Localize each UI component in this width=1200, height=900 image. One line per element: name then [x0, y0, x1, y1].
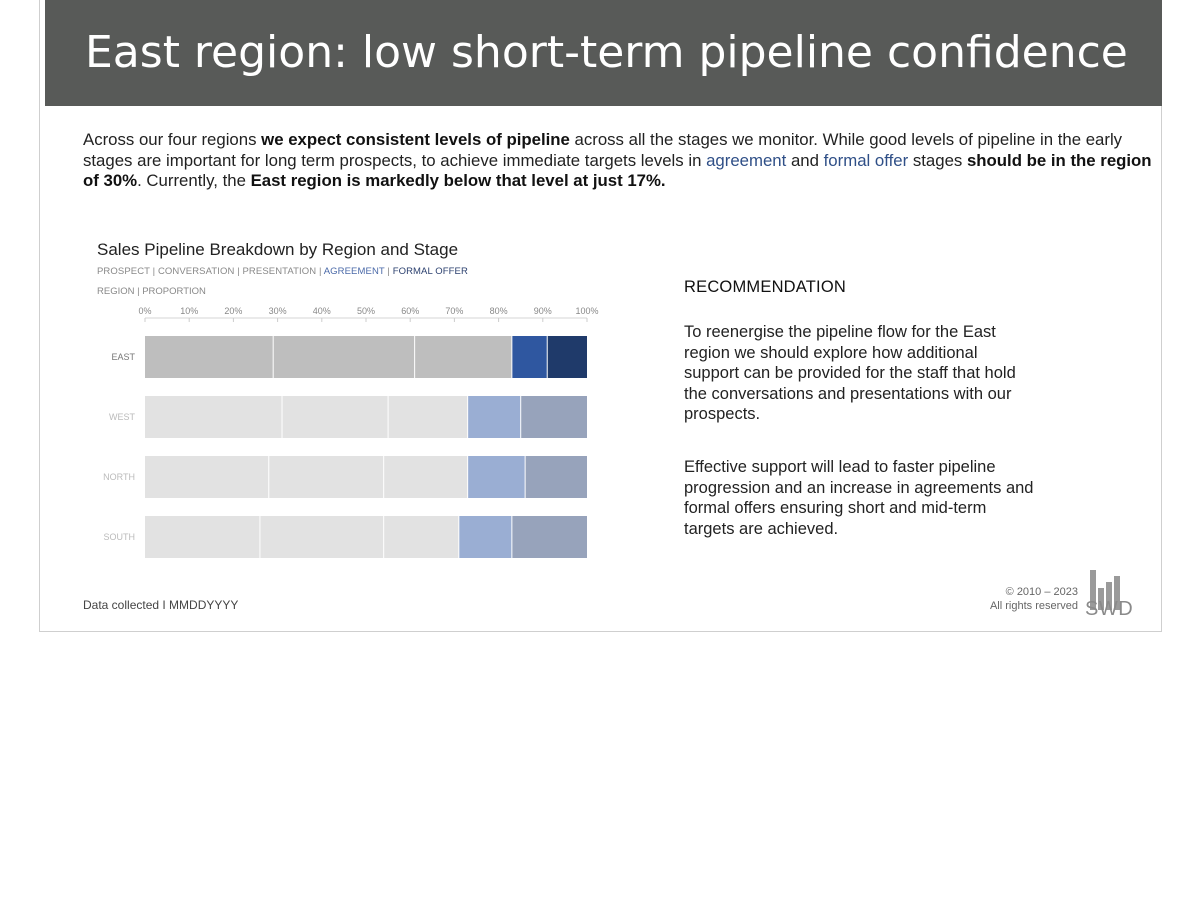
x-tick-label: 50%	[357, 306, 375, 316]
intro-formal-offer: formal offer	[823, 150, 909, 170]
legend-presentation: PRESENTATION	[242, 266, 317, 277]
intro-agreement: agreement	[706, 150, 787, 170]
legend-sep: |	[149, 266, 158, 277]
region-label: SOUTH	[104, 532, 136, 542]
bar-segment	[520, 396, 587, 438]
bar-segment	[511, 516, 587, 558]
intro-text-2: across all the stages we monitor. While …	[83, 130, 1123, 170]
region-label: EAST	[111, 352, 135, 362]
pipeline-chart: 0% 10% 20% 30% 40% 50% 60% 70% 80% 90% 100% EAST WES…	[103, 306, 599, 558]
slide: East region: low short-term pipeline con…	[39, 0, 1162, 632]
x-tick-label: 80%	[490, 306, 508, 316]
copyright-line-2: All rights reserved	[989, 600, 1078, 612]
legend-prospect: PROSPECT	[97, 266, 150, 277]
x-tick-label: 10%	[180, 306, 198, 316]
bar-segment	[525, 456, 587, 498]
x-tick-label: 60%	[401, 306, 419, 316]
bar-segment	[547, 336, 587, 378]
bar-segment	[458, 516, 512, 558]
recommendation-paragraph-1: To reenergise the pipeline flow for the …	[684, 323, 1016, 423]
x-tick-label: 20%	[224, 306, 242, 316]
data-collected-note: Data collected I MMDDYYYY	[83, 598, 239, 612]
bar-segment	[467, 396, 521, 438]
legend-formal-offer: FORMAL OFFER	[392, 266, 468, 277]
copyright-line-1: © 2010 – 2023	[1005, 586, 1078, 598]
copyright: © 2010 – 2023 All rights reserved	[940, 585, 1078, 613]
x-tick-label: 100%	[575, 306, 598, 316]
x-tick-label: 40%	[313, 306, 331, 316]
bar-segment	[388, 396, 468, 438]
recommendation-paragraph-2: Effective support will lead to faster pi…	[684, 458, 1034, 538]
region-label: NORTH	[103, 472, 135, 482]
intro-text-5: . Currently, the	[137, 171, 251, 190]
chart-stage-legend: PROSPECT | CONVERSATION | PRESENTATION |…	[97, 266, 468, 277]
bar-segment	[383, 456, 468, 498]
bar-segment	[259, 516, 384, 558]
slide-title: East region: low short-term pipeline con…	[85, 27, 1128, 78]
bar-segment	[273, 336, 415, 378]
x-tick-label: 70%	[445, 306, 463, 316]
intro-bold-1: we expect consistent levels of pipeline	[261, 130, 570, 149]
intro-bold-2: should be in the region of 30%	[83, 150, 1152, 191]
x-tick-label: 0%	[138, 306, 151, 316]
bar-segment	[282, 396, 389, 438]
region-label: WEST	[109, 412, 136, 422]
bar-segment	[145, 516, 260, 558]
bar-segment	[414, 336, 512, 378]
intro-bold-3: East region is markedly below that level…	[250, 171, 666, 190]
bar-segment	[145, 336, 274, 378]
legend-agreement: AGREEMENT	[323, 266, 385, 277]
bar-segment	[383, 516, 459, 558]
recommendation-heading: RECOMMENDATION	[684, 278, 846, 296]
x-tick-label: 30%	[269, 306, 287, 316]
legend-sep: |	[234, 266, 243, 277]
intro-paragraph: Across our four regions we expect consis…	[83, 130, 1153, 192]
bar-segment	[145, 396, 283, 438]
legend-conversation: CONVERSATION	[157, 266, 235, 277]
legend-sep: |	[384, 266, 393, 277]
x-tick-label: 90%	[534, 306, 552, 316]
intro-text-4: stages	[908, 150, 967, 170]
intro-text-1: Across our four regions	[83, 130, 262, 149]
chart-title: Sales Pipeline Breakdown by Region and S…	[97, 240, 459, 259]
intro-text-3: and	[786, 150, 824, 170]
legend-sep: |	[316, 266, 324, 277]
swd-logo-text: SWD	[1085, 598, 1134, 620]
bar-segment	[145, 456, 269, 498]
bar-segment	[268, 456, 384, 498]
title-band: East region: low short-term pipeline con…	[45, 0, 1162, 106]
bar-segment	[467, 456, 526, 498]
swd-logo-icon	[1090, 570, 1120, 610]
bar-segment	[511, 336, 548, 378]
chart-axis-title: REGION | PROPORTION	[97, 286, 206, 297]
